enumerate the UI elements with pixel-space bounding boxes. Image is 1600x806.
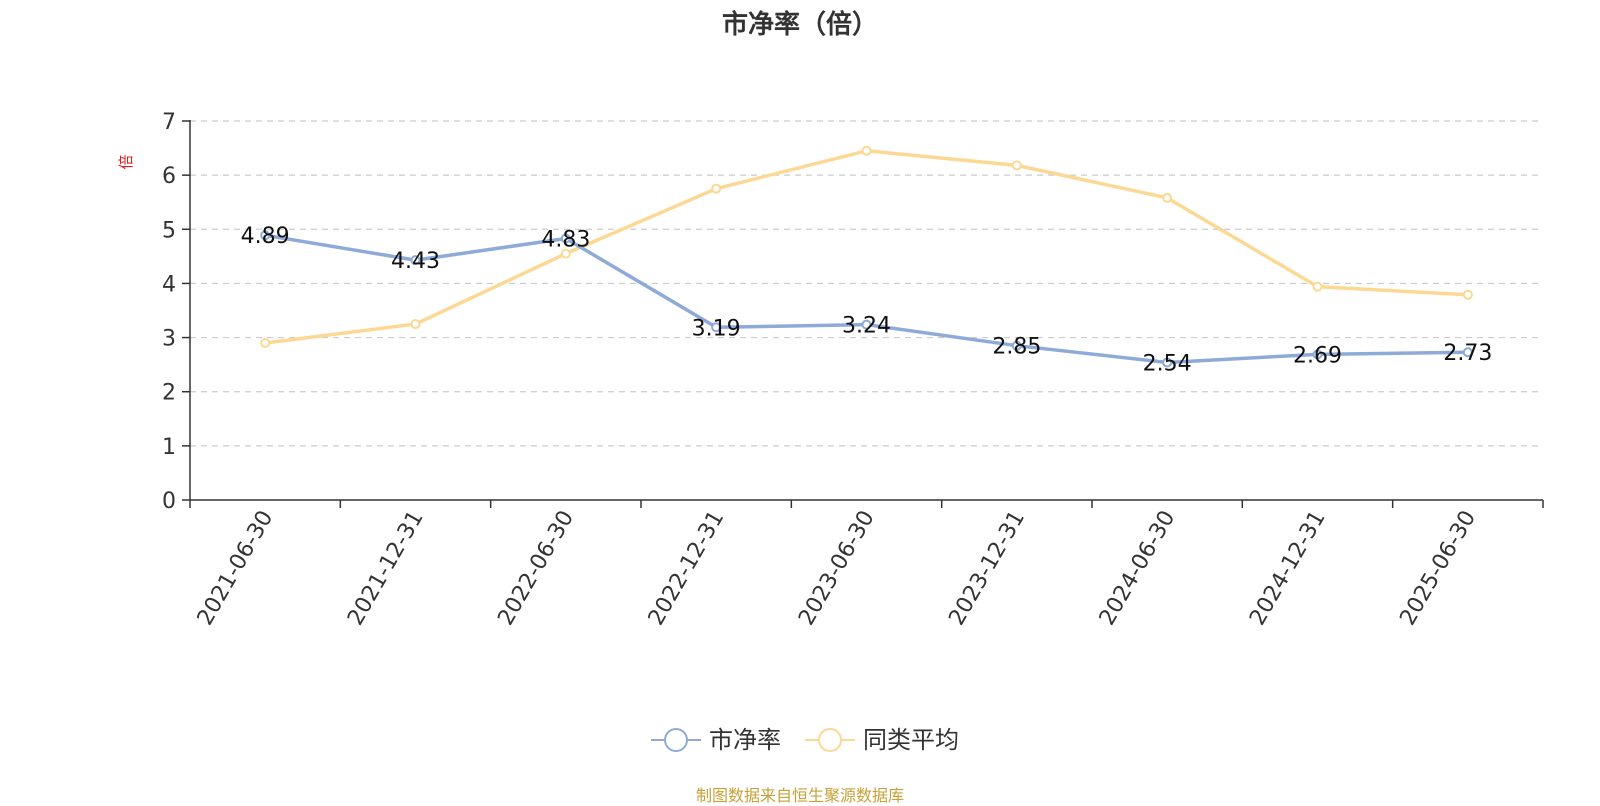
data-label: 3.19 (692, 316, 741, 341)
x-tick-label: 2024-12-31 (1245, 507, 1331, 630)
data-point (260, 337, 271, 348)
data-point (861, 145, 872, 156)
data-point (1011, 160, 1022, 171)
data-point (560, 248, 571, 259)
legend-label[interactable]: 同类平均 (863, 726, 959, 754)
data-point (1462, 289, 1473, 300)
legend-marker-icon[interactable] (664, 728, 688, 752)
grid-lines (190, 120, 1543, 447)
legend-label[interactable]: 市净率 (709, 726, 781, 754)
data-point (1312, 349, 1323, 360)
data-point (711, 322, 722, 333)
x-tick-label: 2023-06-30 (794, 507, 880, 630)
data-label: 4.89 (241, 224, 290, 249)
data-label: 2.54 (1143, 351, 1192, 376)
data-label: 4.83 (541, 227, 590, 252)
data-point (410, 255, 421, 266)
x-tick-label: 2021-12-31 (343, 507, 429, 630)
x-tick-label: 2024-06-30 (1095, 507, 1181, 630)
y-tick-label: 5 (162, 218, 176, 243)
x-tick-label: 2023-12-31 (944, 507, 1030, 630)
x-tick-label: 2022-12-31 (644, 507, 730, 630)
data-label: 2.85 (992, 335, 1041, 360)
y-tick-label: 4 (162, 272, 176, 297)
data-labels: 4.89 4.43 4.83 3.19 3.24 2.85 2.54 2.69 2.73 (241, 224, 1493, 376)
y-tick-label: 2 (162, 381, 176, 406)
data-label: 2.69 (1293, 343, 1342, 368)
legend[interactable]: 市净率 同类平均 (651, 726, 959, 754)
data-label: 2.73 (1443, 341, 1492, 366)
data-point (560, 233, 571, 244)
data-label: 3.24 (842, 314, 891, 339)
data-point (410, 319, 421, 330)
series-line (264, 233, 1468, 365)
y-axis-label: 倍 (117, 154, 135, 169)
data-point (861, 319, 872, 330)
data-point (260, 230, 271, 241)
chart-title: 市净率（倍） (721, 10, 878, 40)
data-point (1162, 357, 1173, 368)
x-tick-label: 2025-06-30 (1395, 507, 1481, 630)
x-tick-label: 2021-06-30 (193, 507, 279, 630)
data-point (1162, 192, 1173, 203)
source-note: 制图数据来自恒生聚源数据库 (695, 786, 904, 805)
x-tick-label: 2022-06-30 (493, 507, 579, 630)
y-tick-label: 6 (162, 164, 176, 189)
y-tick-label: 1 (162, 435, 176, 460)
legend-marker-icon[interactable] (818, 728, 842, 752)
data-point (711, 183, 722, 194)
y-tick-label: 0 (162, 489, 176, 514)
data-label: 4.43 (391, 249, 440, 274)
y-tick-label: 7 (162, 110, 176, 135)
series-lines (260, 145, 1473, 368)
data-point (1011, 340, 1022, 351)
y-tick-label: 3 (162, 327, 176, 352)
data-point (1462, 347, 1473, 358)
data-point (1312, 281, 1323, 292)
axes: 0 1 2 3 4 5 6 7 2021-06-30 2021-12-31 2022-06-30 20… (162, 110, 1544, 630)
